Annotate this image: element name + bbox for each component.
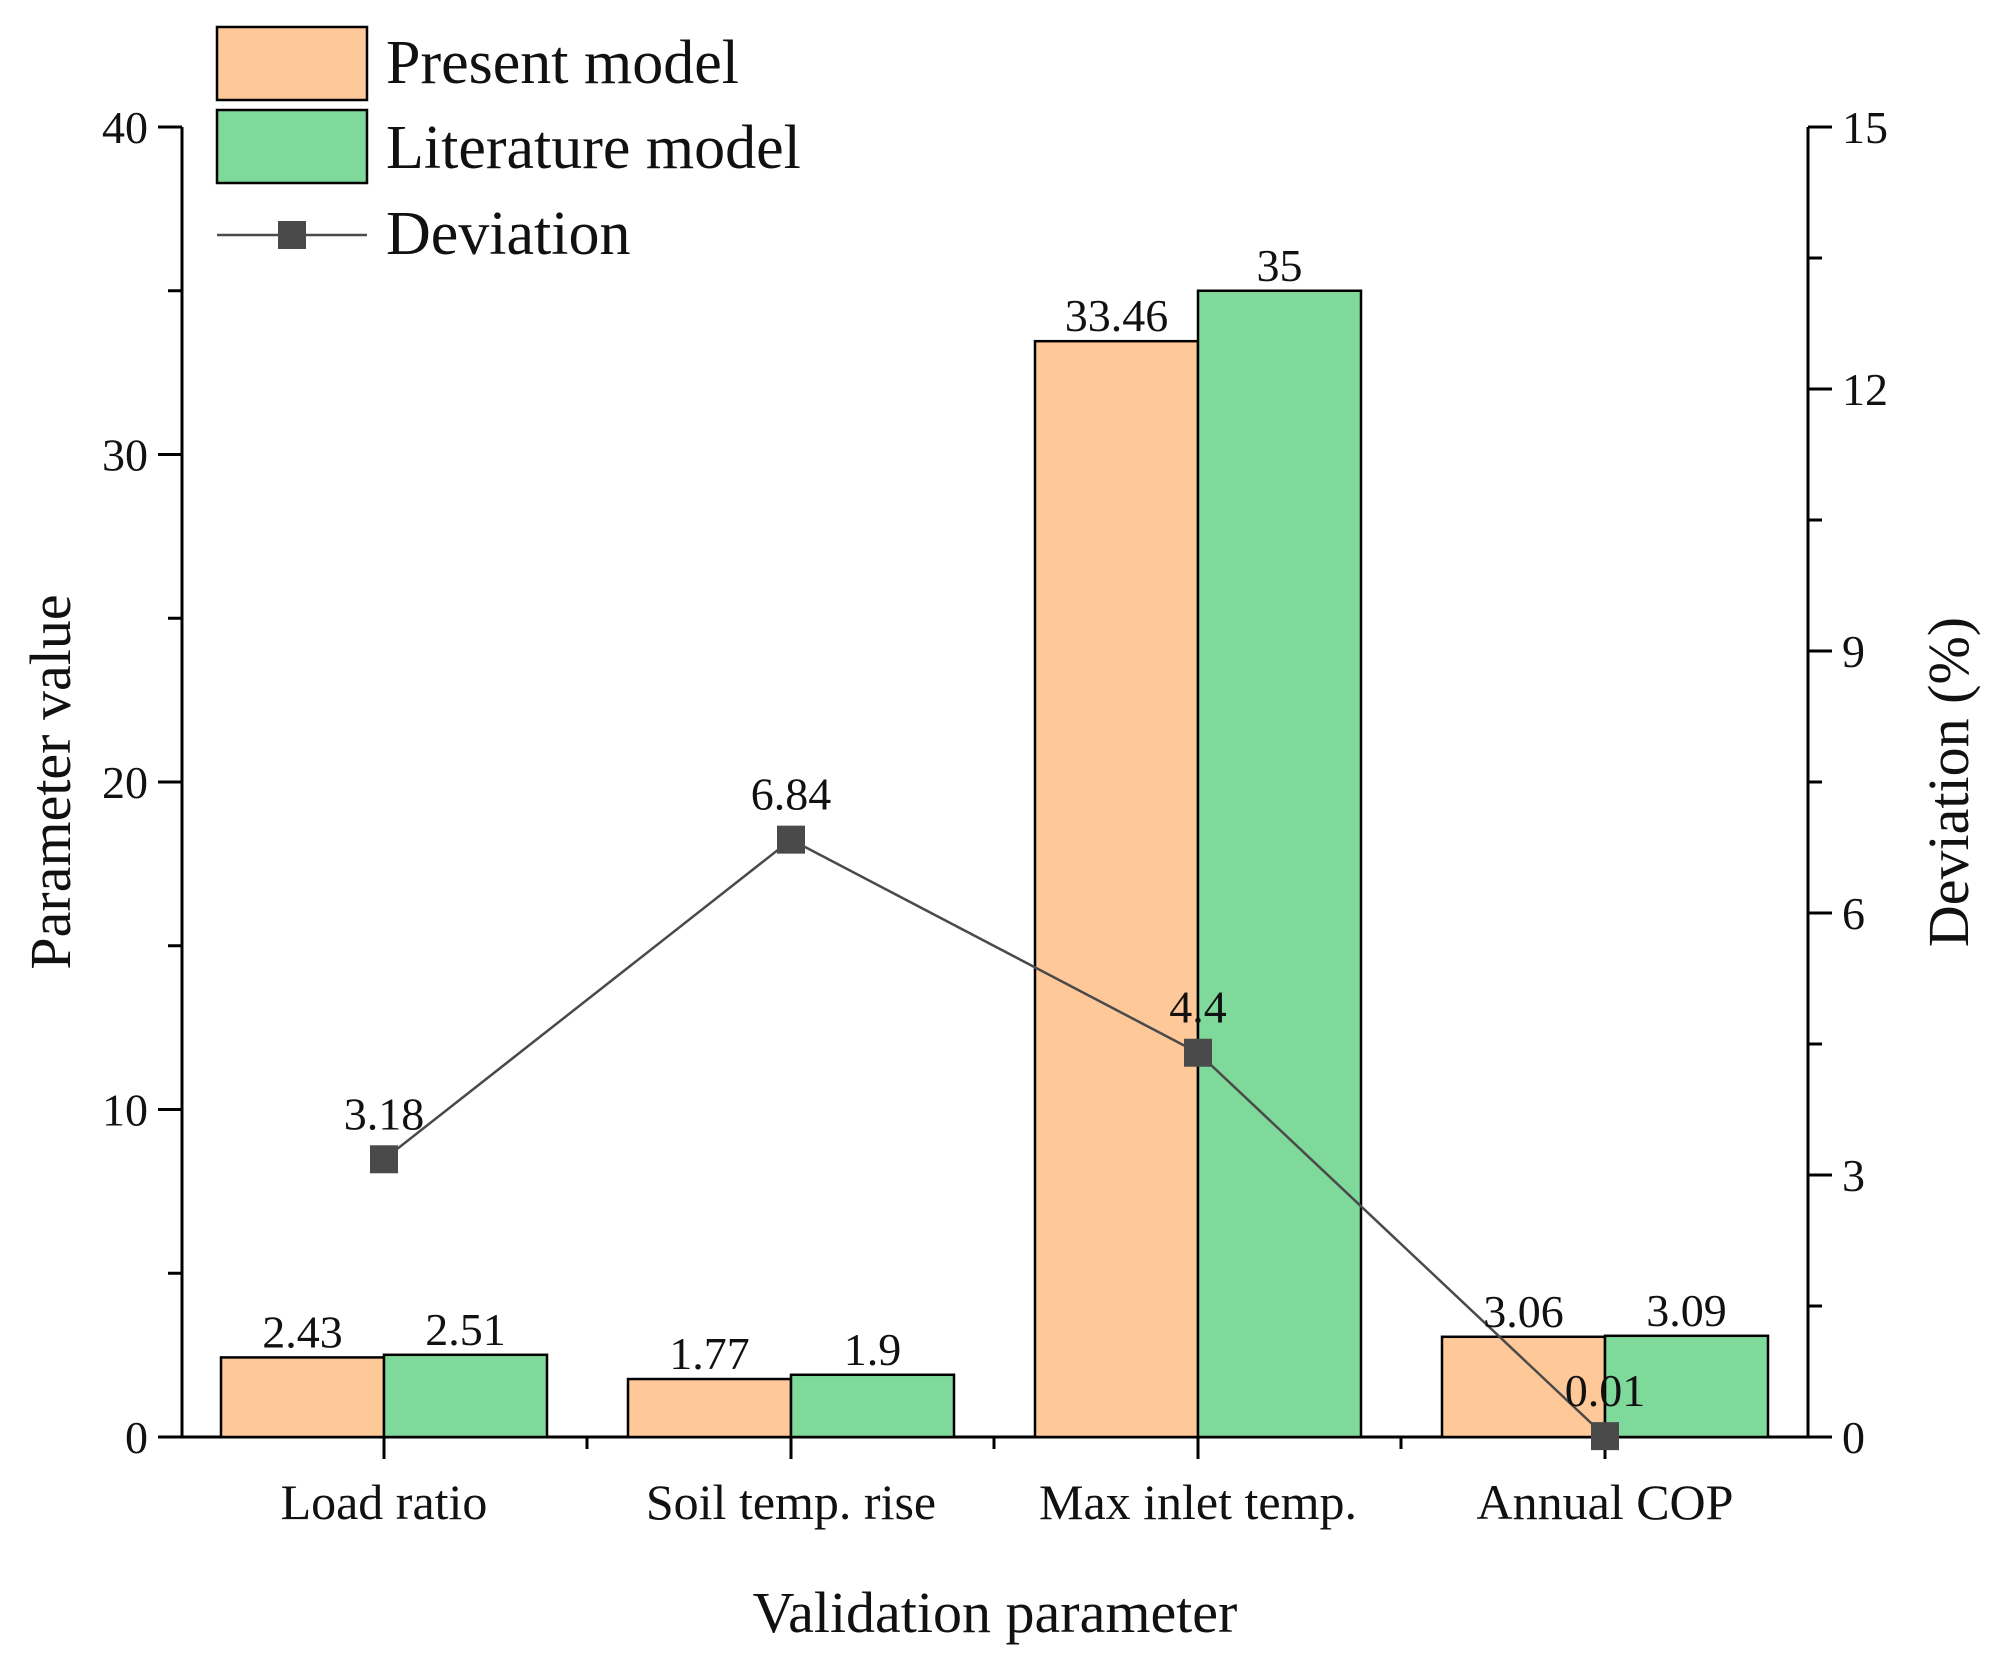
y2-tick-label: 0: [1842, 1412, 1865, 1463]
axes: 0 10 20 30 40 0 3 6 9 12 15 Load ratio Soil temp. ri…: [102, 102, 1888, 1530]
bar-literature-model-0: [382, 1353, 549, 1439]
y-tick-label: 10: [102, 1085, 148, 1136]
data-label-present-model: 1.77: [669, 1328, 750, 1379]
y-tick-label: 30: [102, 430, 148, 481]
x-tick-label: Max inlet temp.: [1039, 1474, 1357, 1530]
y2-tick-label: 15: [1842, 102, 1888, 153]
data-label-present-model: 3.06: [1483, 1286, 1564, 1337]
y-tick-label: 40: [102, 102, 148, 153]
y-tick-label: 0: [125, 1412, 148, 1463]
y2-tick-label: 3: [1842, 1150, 1865, 1201]
y2-tick-label: 12: [1842, 364, 1888, 415]
bars: [219, 289, 1770, 1439]
x-tick-label: Load ratio: [281, 1474, 488, 1530]
legend: Present model Literature model Deviation: [215, 25, 801, 268]
y-axis-title: Parameter value: [18, 594, 83, 969]
bar-present-model-0: [219, 1356, 386, 1439]
legend-swatch-literature-model: [215, 108, 369, 185]
data-label-literature-model: 2.51: [425, 1304, 506, 1355]
bar-literature-model-2: [1196, 289, 1363, 1439]
deviation-series: [370, 825, 1619, 1451]
legend-swatch-present-model: [215, 25, 369, 102]
legend-label-deviation: Deviation: [386, 200, 631, 268]
deviation-point-3: [1591, 1422, 1619, 1451]
deviation-point-0: [370, 1145, 398, 1174]
deviation-point-2: [1184, 1038, 1212, 1067]
bar-literature-model-3: [1603, 1334, 1770, 1439]
data-label-present-model: 2.43: [262, 1306, 343, 1357]
legend-label-present-model: Present model: [386, 29, 739, 97]
y-tick-label: 20: [102, 757, 148, 808]
x-tick-label: Soil temp. rise: [646, 1474, 936, 1530]
data-label-present-model: 33.46: [1065, 290, 1169, 341]
data-label-literature-model: 1.9: [844, 1324, 902, 1375]
data-label-literature-model: 35: [1257, 240, 1303, 291]
data-label-deviation: 3.18: [344, 1088, 425, 1139]
legend-marker-deviation: [278, 221, 306, 249]
bar-literature-model-1: [789, 1373, 956, 1439]
data-label-deviation: 4.4: [1169, 982, 1227, 1033]
deviation-point-1: [777, 825, 805, 854]
x-tick-label: Annual COP: [1477, 1474, 1734, 1530]
data-label-deviation: 6.84: [751, 769, 832, 820]
data-label-deviation: 0.01: [1565, 1365, 1646, 1416]
data-label-literature-model: 3.09: [1646, 1285, 1727, 1336]
bar-present-model-1: [626, 1377, 793, 1439]
data-labels: 2.43 2.51 3.18 1.77 1.9 6.84 33.46 35 4.4 3.06 3.0…: [262, 240, 1727, 1416]
y2-tick-label: 6: [1842, 888, 1865, 939]
y2-tick-label: 9: [1842, 626, 1865, 677]
bar-present-model-2: [1033, 339, 1200, 1439]
y2-axis-title: Deviation (%): [1916, 617, 1981, 947]
legend-label-literature-model: Literature model: [386, 114, 801, 182]
x-axis-title: Validation parameter: [753, 1580, 1238, 1645]
deviation-line: [383, 838, 1606, 1438]
